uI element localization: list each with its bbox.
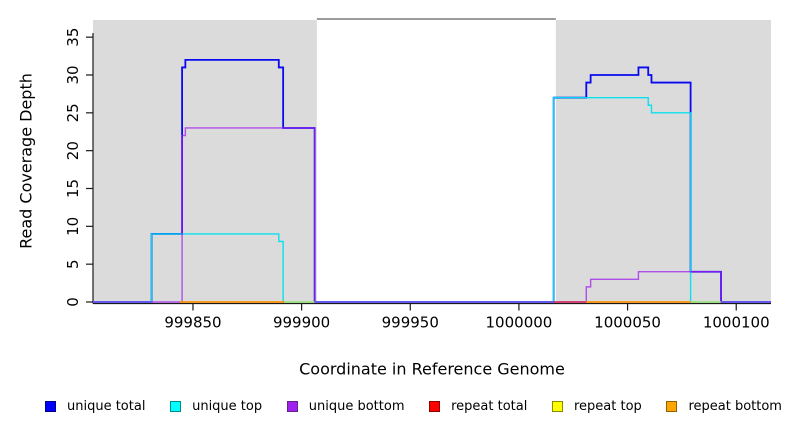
legend-item-unique-total: unique total bbox=[45, 399, 145, 414]
y-tick-label: 15 bbox=[64, 179, 82, 198]
legend-label-unique-total: unique total bbox=[67, 399, 146, 414]
legend-swatch-unique-bottom bbox=[286, 401, 298, 412]
series-unique-top bbox=[93, 96, 771, 303]
legend-item-repeat-total: repeat total bbox=[429, 399, 527, 414]
x-tick-label: 999900 bbox=[273, 314, 330, 332]
legend-item-unique-top: unique top bbox=[170, 399, 262, 414]
legend-item-unique-bottom: unique bottom bbox=[286, 399, 405, 414]
x-tick-label: 999850 bbox=[164, 314, 221, 332]
axes bbox=[92, 33, 771, 305]
legend-swatch-unique-top bbox=[170, 401, 182, 412]
y-axis-tick-labels: 0 5 10 15 20 25 30 35 bbox=[64, 28, 82, 307]
y-tick-label: 0 bbox=[64, 297, 82, 307]
legend-swatch-repeat-total bbox=[429, 401, 441, 412]
coverage-series bbox=[93, 58, 771, 303]
series-unique-bottom bbox=[93, 127, 771, 303]
y-tick-label: 30 bbox=[64, 65, 82, 84]
y-axis-ticks bbox=[86, 36, 93, 303]
x-tick-label: 1000000 bbox=[486, 314, 553, 332]
x-tick-label: 999950 bbox=[382, 314, 439, 332]
x-tick-label: 1000050 bbox=[594, 314, 661, 332]
legend-item-repeat-bottom: repeat bottom bbox=[666, 399, 782, 414]
legend-label-repeat-total: repeat total bbox=[451, 399, 528, 414]
y-axis-title: Read Coverage Depth bbox=[16, 73, 36, 249]
legend-label-repeat-bottom: repeat bottom bbox=[688, 399, 782, 414]
x-tick-label: 1000100 bbox=[703, 314, 770, 332]
legend-swatch-unique-total bbox=[45, 401, 56, 412]
legend-label-unique-top: unique top bbox=[192, 399, 263, 414]
x-axis-ticks bbox=[192, 303, 737, 311]
legend-label-unique-bottom: unique bottom bbox=[308, 399, 405, 414]
legend-label-repeat-top: repeat top bbox=[574, 399, 642, 414]
shaded-regions bbox=[93, 20, 771, 303]
shaded-region bbox=[555, 20, 771, 303]
x-axis-title: Coordinate in Reference Genome bbox=[299, 359, 565, 379]
legend: unique total unique top unique bottom re… bbox=[45, 399, 782, 414]
legend-item-repeat-top: repeat top bbox=[552, 399, 642, 414]
y-tick-label: 10 bbox=[64, 217, 82, 236]
y-tick-label: 35 bbox=[64, 28, 82, 47]
y-tick-label: 20 bbox=[64, 141, 82, 160]
legend-swatch-repeat-top bbox=[552, 401, 563, 412]
y-tick-label: 5 bbox=[64, 259, 82, 269]
x-axis-tick-labels: 999850 999900 999950 1000000 1000050 1000100 bbox=[164, 314, 769, 332]
y-tick-label: 25 bbox=[64, 103, 82, 122]
legend-swatch-repeat-bottom bbox=[666, 401, 678, 412]
